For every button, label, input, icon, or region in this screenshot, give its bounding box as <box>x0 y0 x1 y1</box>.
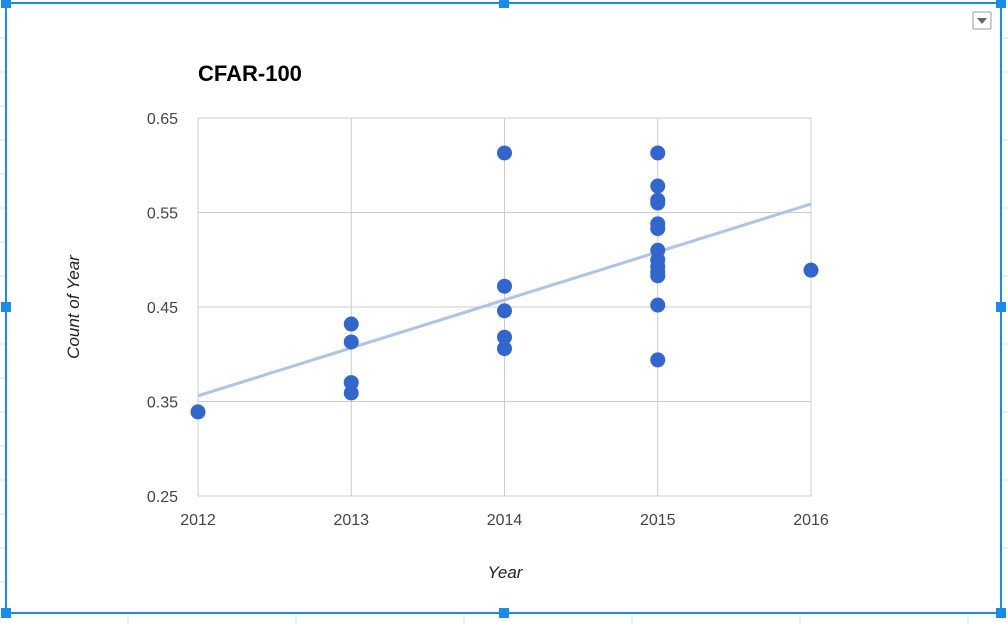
data-point <box>343 385 359 401</box>
resize-handle[interactable] <box>1 0 11 8</box>
data-point <box>650 178 666 194</box>
trendline-layer <box>197 202 812 398</box>
dropdown-arrow-icon <box>977 18 987 24</box>
x-tick-label: 2015 <box>640 512 676 529</box>
resize-handle[interactable] <box>1 302 11 312</box>
data-point <box>343 316 359 332</box>
x-axis-ticks: 2012 2013 2014 2015 2016 <box>180 512 829 529</box>
data-point <box>497 303 512 319</box>
data-point <box>497 145 512 161</box>
data-point <box>497 329 512 345</box>
x-tick-label: 2013 <box>333 512 369 529</box>
data-point <box>650 195 666 211</box>
x-axis-label: Year <box>488 563 524 582</box>
y-tick-label: 0.25 <box>147 489 178 506</box>
data-point <box>343 334 359 350</box>
y-tick-label: 0.35 <box>147 395 178 412</box>
data-point <box>190 404 206 420</box>
data-point <box>650 352 666 368</box>
data-point <box>650 268 666 284</box>
resize-handle[interactable] <box>499 608 509 618</box>
data-point <box>343 375 359 391</box>
resize-handle[interactable] <box>499 0 509 8</box>
x-tick-label: 2012 <box>180 512 216 529</box>
resize-handle[interactable] <box>996 0 1006 8</box>
y-axis-ticks: 0.65 0.55 0.45 0.35 0.25 <box>147 111 178 506</box>
resize-handle[interactable] <box>996 302 1006 312</box>
data-point <box>497 278 512 294</box>
y-tick-label: 0.45 <box>147 300 178 317</box>
y-axis-label: Count of Year <box>64 254 83 359</box>
data-point <box>650 297 666 313</box>
data-point <box>650 221 666 237</box>
data-point <box>803 262 819 278</box>
chart-menu-button[interactable] <box>972 11 992 30</box>
x-tick-label: 2014 <box>487 512 523 529</box>
trendline <box>197 202 812 398</box>
data-point <box>497 341 512 357</box>
data-points <box>190 145 819 420</box>
x-tick-label: 2016 <box>793 512 829 529</box>
y-tick-label: 0.55 <box>147 206 178 223</box>
data-point <box>650 145 666 161</box>
resize-handle[interactable] <box>1 608 11 618</box>
chart-title: CFAR-100 <box>198 61 302 86</box>
y-tick-label: 0.65 <box>147 111 178 128</box>
resize-handle[interactable] <box>996 608 1006 618</box>
